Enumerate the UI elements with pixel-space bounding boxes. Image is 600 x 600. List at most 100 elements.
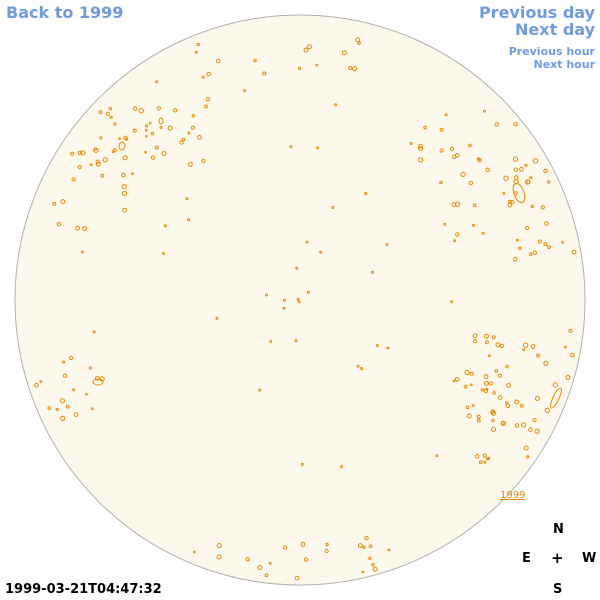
contour-dot bbox=[52, 201, 57, 206]
contour-dot bbox=[444, 113, 448, 117]
contour-dot bbox=[181, 137, 186, 142]
compass-center: + bbox=[551, 549, 564, 567]
contour-dot bbox=[528, 252, 533, 257]
contour-dot bbox=[532, 158, 539, 164]
contour-dot bbox=[297, 300, 301, 304]
previous-day-link[interactable]: Previous day bbox=[478, 3, 595, 22]
contour-dot bbox=[453, 239, 456, 243]
contour-dot bbox=[82, 226, 88, 232]
contour-dot bbox=[161, 151, 167, 156]
observation-timestamp: 1999-03-21T04:47:32 bbox=[5, 582, 162, 597]
contour-dot bbox=[543, 242, 548, 247]
contour-dot bbox=[300, 462, 304, 466]
back-to-year-link[interactable]: Back to 1999 bbox=[6, 3, 124, 22]
contour-dot bbox=[386, 346, 390, 350]
contour-dot bbox=[77, 150, 82, 156]
contour-dot bbox=[465, 405, 470, 410]
contour-dot bbox=[362, 545, 366, 549]
contour-dot bbox=[325, 542, 329, 547]
contour-dot bbox=[385, 243, 389, 247]
contour-dot bbox=[543, 360, 549, 366]
contour-dot bbox=[305, 240, 309, 244]
contour-dot bbox=[294, 575, 300, 581]
contour-dot bbox=[352, 66, 358, 72]
contour-dot bbox=[547, 245, 551, 250]
contour-dot bbox=[360, 367, 364, 370]
contour-dot bbox=[138, 108, 144, 114]
contour-dot bbox=[306, 44, 312, 50]
contour-dot bbox=[498, 395, 503, 400]
contour-dot bbox=[471, 223, 475, 227]
contour-dot bbox=[215, 316, 219, 320]
contour-dot bbox=[269, 339, 273, 343]
contour-dot bbox=[375, 344, 379, 347]
contour-dot bbox=[324, 548, 329, 554]
contour-dot bbox=[532, 418, 537, 423]
contour-dot bbox=[95, 161, 101, 167]
contour-dot bbox=[409, 142, 413, 145]
contour-dot bbox=[258, 388, 262, 392]
next-day-link[interactable]: Next day bbox=[515, 20, 595, 39]
contour-dot bbox=[243, 89, 247, 93]
contour-dot bbox=[470, 383, 473, 387]
contour-dot bbox=[99, 136, 103, 140]
contour-dot bbox=[179, 140, 184, 145]
contour-dot bbox=[418, 143, 423, 149]
contour-dot bbox=[102, 157, 109, 163]
year-region-label[interactable]: 1999 bbox=[500, 490, 525, 501]
contour-dot bbox=[80, 150, 86, 156]
contour-dot bbox=[536, 353, 540, 358]
contour-dot bbox=[80, 250, 84, 254]
contour-dot bbox=[132, 128, 137, 133]
previous-hour-link[interactable]: Previous hour bbox=[508, 45, 595, 58]
compass-south: S bbox=[553, 582, 563, 597]
contour-dot bbox=[522, 348, 526, 352]
contour-dot bbox=[485, 457, 490, 461]
contour-dot bbox=[449, 146, 455, 151]
contour-dot bbox=[55, 407, 59, 412]
contour-dot bbox=[515, 238, 520, 242]
contour-dot bbox=[480, 388, 485, 392]
contour-dot bbox=[474, 453, 480, 459]
contour-dot bbox=[150, 155, 156, 160]
contour-dot bbox=[468, 143, 472, 148]
contour-dot bbox=[257, 565, 263, 570]
contour-dot bbox=[71, 177, 76, 182]
contour-dot bbox=[454, 201, 461, 207]
contour-dot bbox=[121, 172, 126, 178]
contour-dot bbox=[490, 426, 497, 432]
contour-dot bbox=[371, 563, 375, 567]
contour-dot bbox=[494, 369, 498, 373]
contour-dot bbox=[144, 150, 147, 154]
contour-dot bbox=[357, 543, 363, 548]
contour-dot bbox=[216, 543, 222, 549]
contour-dot bbox=[196, 42, 200, 47]
contour-dot bbox=[89, 163, 93, 167]
compass-north: N bbox=[553, 522, 564, 537]
contour-dot bbox=[463, 384, 468, 389]
contour-dot bbox=[75, 225, 80, 231]
contour-dot bbox=[483, 460, 487, 464]
contour-dot bbox=[544, 221, 549, 226]
contour-dot bbox=[492, 391, 496, 395]
contour-dot bbox=[513, 167, 518, 172]
contour-dot bbox=[95, 159, 100, 164]
contour-dot bbox=[372, 566, 378, 572]
contour-dot bbox=[93, 147, 98, 151]
contour-dot bbox=[190, 125, 195, 130]
contour-dot bbox=[494, 122, 499, 127]
contour-dot bbox=[387, 548, 391, 552]
contour-dot bbox=[534, 396, 540, 401]
next-hour-link[interactable]: Next hour bbox=[533, 58, 596, 71]
contour-dot bbox=[253, 58, 257, 63]
contour-dot bbox=[543, 168, 548, 174]
contour-dot bbox=[563, 345, 567, 349]
contour-dot bbox=[282, 306, 286, 310]
contour-dot bbox=[512, 256, 518, 262]
contour-dot bbox=[191, 114, 196, 118]
contour-dot bbox=[439, 148, 444, 153]
contour-dot bbox=[264, 573, 269, 578]
contour-dot bbox=[523, 342, 529, 348]
contour-dot bbox=[39, 380, 43, 383]
